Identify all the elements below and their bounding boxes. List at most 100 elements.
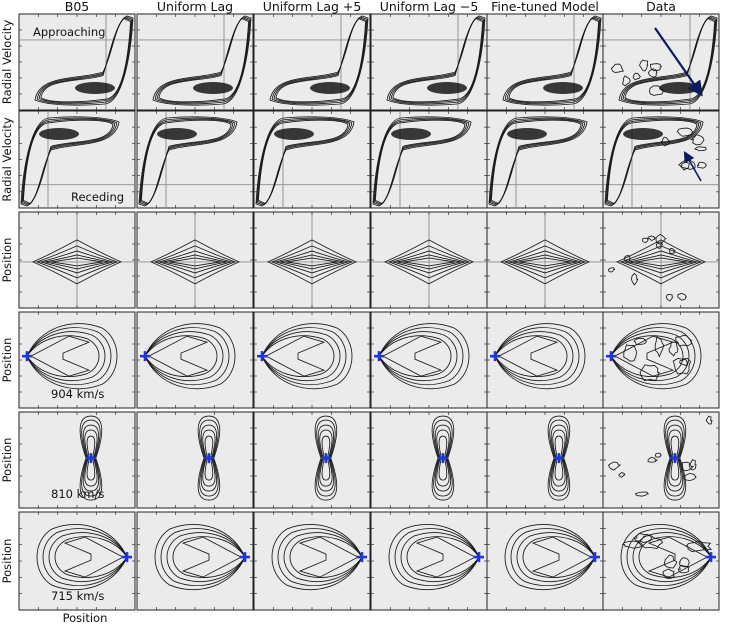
cross-contour-level (31, 239, 123, 285)
cross-contour-level (279, 254, 345, 270)
pv-contours (269, 15, 369, 106)
panel-chan_904-lag_plus (253, 311, 371, 409)
cross-contour-level (50, 257, 104, 267)
butterfly-contour-level (81, 419, 101, 497)
butterfly-contour-level (436, 429, 450, 487)
panel-chan_904-data (602, 311, 720, 409)
cross-contour-level (39, 250, 115, 274)
pv-contour-level (388, 16, 485, 105)
pv-contour-level (38, 17, 132, 104)
cross-contour-level (383, 239, 475, 285)
pv-contour-level (604, 116, 704, 207)
column-title-b05: B05 (65, 0, 89, 14)
pv-contour-level (606, 118, 700, 205)
pv-contour-level (606, 119, 698, 205)
channel-contours (378, 323, 470, 390)
pv-contour-level (502, 15, 602, 106)
column-title-data: Data (646, 0, 676, 14)
butterfly-contour-level (663, 415, 687, 501)
panel-chan_904-uniform (136, 311, 254, 409)
cross-contour-level (518, 257, 572, 267)
butterfly-contour-level (86, 435, 96, 481)
pv-contour-level (374, 119, 466, 205)
pv-contour-level (36, 16, 133, 105)
pv-contour-level (372, 116, 472, 207)
butterfly-contour-level (204, 435, 214, 481)
cross-contour-level (512, 254, 578, 270)
pv-contours (34, 15, 134, 106)
cross-contour-level (619, 245, 703, 279)
channel-contours (36, 524, 128, 591)
butterfly-contour-level (319, 429, 333, 487)
pv-contour-level (22, 118, 116, 205)
butterfly-contour-level (84, 429, 98, 487)
center-plus-marker (706, 552, 716, 563)
cross-contour-level (499, 239, 591, 285)
butterfly-contour-level (314, 415, 338, 501)
pv-contours (138, 116, 238, 207)
panel-minor_axis-lag_plus (253, 211, 371, 309)
pv-contour-level (490, 118, 584, 205)
arrow-annotation (654, 27, 703, 97)
butterfly-contour-level (666, 424, 684, 492)
cross-contour-level (503, 245, 587, 279)
panel-note-chan_810: 810 km/s (51, 487, 104, 501)
panel-chan_715-data (602, 511, 720, 611)
channel-contours (271, 524, 363, 591)
pv-contour-level (40, 17, 132, 103)
butterfly-contour-level (202, 429, 216, 487)
row-label-minor_axis: Position (0, 238, 14, 283)
butterfly-contour-level (317, 424, 335, 492)
center-plus-marker (437, 453, 448, 464)
panel-chan_904-finetuned (486, 311, 604, 409)
cross-contour-level (507, 250, 583, 274)
panel-chan_715-uniform (136, 511, 254, 611)
pv-contour-level (275, 17, 367, 103)
panel-chan_810-lag_plus (253, 411, 371, 509)
panel-note-receding: Receding (71, 190, 124, 204)
pv-contours (604, 116, 707, 207)
cross-contour-level (402, 257, 456, 267)
pv-contour-level (504, 16, 601, 105)
pv-contour-level (490, 119, 582, 205)
center-plus-marker (606, 351, 616, 362)
panel-chan_715-lag_plus (253, 511, 371, 611)
pv-contour-level (271, 16, 368, 105)
panel-approaching-finetuned (486, 13, 604, 111)
panel-chan_810-data (602, 411, 720, 509)
pv-contour-level (269, 15, 369, 106)
pv-contour-level (154, 16, 251, 105)
cross-contour-level (35, 245, 119, 279)
row-labels: Radial Velocity Radial Velocity Position Po… (0, 20, 14, 584)
butterfly-contour-level (82, 424, 100, 492)
pv-contour-level (256, 117, 353, 206)
butterfly-contour-level (321, 435, 331, 481)
pv-contours (20, 116, 120, 207)
butterfly-contour-level (200, 424, 218, 492)
pv-contour-level (392, 17, 484, 103)
center-plus-marker (257, 351, 267, 362)
cross-contour-level (162, 254, 228, 270)
channel-contours (620, 524, 713, 591)
panel-minor_axis-data (602, 211, 720, 309)
butterfly-contour-level (197, 415, 221, 501)
channel-contours (388, 524, 480, 591)
pv-contour-level (257, 118, 351, 205)
panel-minor_axis-lag_minus (370, 211, 488, 309)
pv-contour-level (488, 116, 588, 207)
row-label-chan_810: Position (0, 438, 14, 483)
channel-contours (26, 323, 118, 390)
cross-contour-level (623, 250, 699, 274)
channel-contours (494, 323, 586, 390)
butterfly-contour-level (438, 435, 448, 481)
pv-contours (255, 116, 355, 207)
arrow-annotation (683, 151, 702, 182)
panel-chan_715-finetuned (486, 511, 604, 611)
panel-chan_810-lag_minus (370, 411, 488, 509)
column-title-lag_minus: Uniform Lag −5 (380, 0, 479, 14)
pv-contour-level (156, 17, 250, 104)
pv-contour-level (34, 15, 134, 106)
panel-note-chan_715: 715 km/s (51, 589, 104, 603)
row-label-receding: Radial Velocity (0, 117, 14, 201)
